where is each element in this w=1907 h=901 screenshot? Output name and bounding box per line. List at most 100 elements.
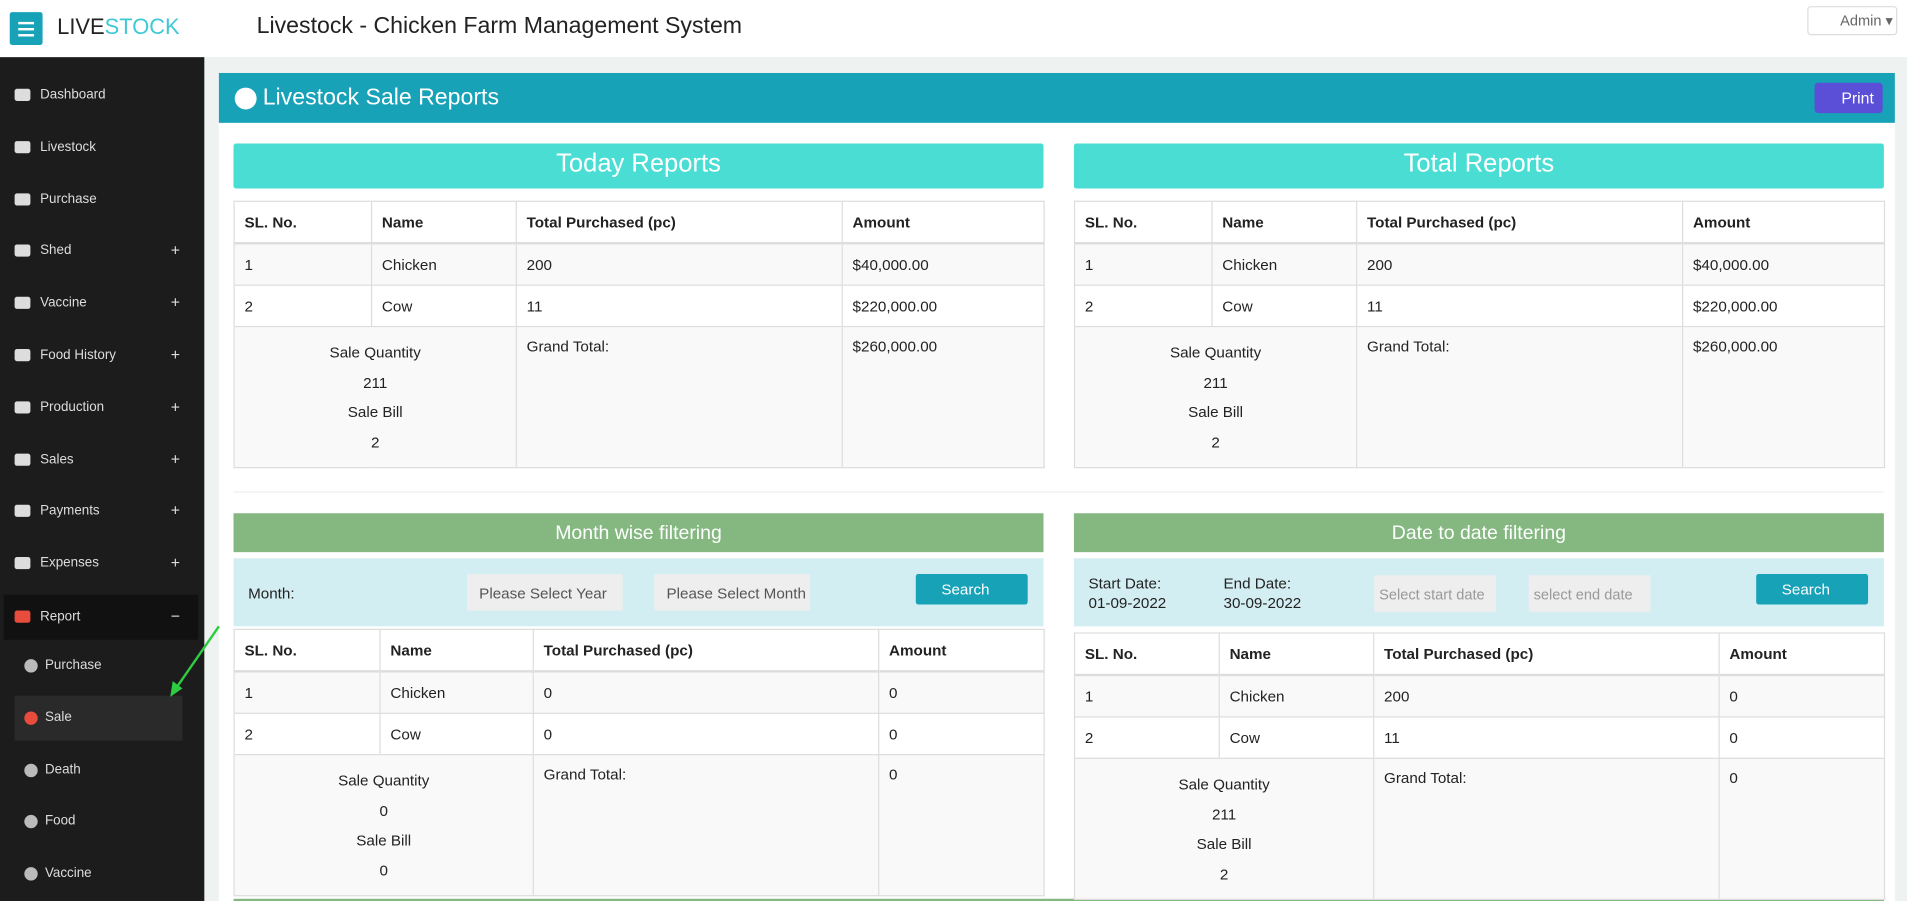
summary-text: 2 — [1211, 433, 1220, 451]
summary-text: Sale Bill — [1196, 835, 1252, 853]
month-select[interactable]: Please Select Month — [654, 574, 810, 611]
nav-item[interactable]: Food History + — [4, 333, 199, 378]
grand-total-label: Grand Total: — [1373, 757, 1720, 900]
nav-label: Production — [40, 399, 105, 415]
column-header: Amount — [1718, 632, 1886, 677]
table-cell: 0 — [532, 670, 880, 714]
table-row: 2 Cow 11 $220,000.00 — [1073, 284, 1886, 328]
table-cell: 0 — [1718, 674, 1886, 718]
header-row: SL. No. Name Total Purchased (pc) Amount — [1073, 200, 1886, 245]
column-header: Total Purchased (pc) — [532, 628, 880, 673]
table-cell: 1 — [233, 242, 373, 286]
column-header: Total Purchased (pc) — [1373, 632, 1720, 677]
end-input[interactable]: select end date — [1528, 575, 1651, 612]
summary-row: Sale Quantity 211 Sale Bill 2 Grand Total: $2… — [1073, 325, 1886, 469]
search-button[interactable]: Search — [1756, 574, 1869, 605]
summary-cell: Sale Quantity 211 Sale Bill 2 — [1073, 325, 1358, 469]
filter-row: Start Date: 01-09-2022 End Date: 30-09-2… — [1073, 558, 1884, 627]
brand[interactable]: LIVESTOCK — [57, 15, 179, 41]
summary-text: Sale Bill — [356, 831, 412, 849]
column-header: Total Purchased (pc) — [1356, 200, 1684, 245]
divider — [233, 491, 1884, 493]
app-title: Livestock - Chicken Farm Management Syst… — [256, 13, 743, 39]
summary-text: Sale Quantity — [1178, 775, 1270, 793]
summary-cell: Sale Quantity 211 Sale Bill 2 — [233, 325, 517, 469]
nav-item[interactable]: Livestock — [4, 125, 199, 170]
nav-icon — [14, 401, 31, 414]
summary-cell: Sale Quantity 0 Sale Bill 0 — [233, 754, 534, 897]
column-header: SL. No. — [1073, 632, 1220, 677]
nav-toggle: + — [170, 553, 180, 572]
column-header: SL. No. — [233, 200, 373, 245]
header-row: SL. No. Name Total Purchased (pc) Amount — [1073, 632, 1886, 677]
grand-total-value: 0 — [878, 754, 1045, 897]
table-cell: 11 — [515, 284, 843, 328]
print-button[interactable]: Print — [1814, 82, 1883, 114]
nav-item[interactable]: Shed + — [4, 229, 199, 274]
next-section-edge — [233, 898, 1884, 901]
report-table: SL. No. Name Total Purchased (pc) Amount 1 Ch… — [1073, 632, 1886, 900]
nav-item[interactable]: Payments + — [4, 489, 199, 534]
table-row: 1 Chicken 200 $40,000.00 — [1073, 242, 1886, 286]
nav-item[interactable]: Purchase — [4, 177, 199, 222]
table-cell: 1 — [233, 670, 381, 714]
summary-text: 0 — [379, 861, 388, 879]
nav-label: Food History — [40, 347, 116, 363]
column-header: Name — [379, 628, 534, 673]
subnav-item[interactable]: Food — [15, 800, 183, 845]
nav-item[interactable]: Sales + — [4, 437, 199, 482]
subnav-item[interactable]: Purchase — [15, 643, 183, 688]
nav-icon — [14, 296, 31, 310]
nav-item[interactable]: Production + — [4, 385, 199, 430]
nav-item[interactable]: Dashboard — [4, 73, 199, 118]
section-title: Date to date filtering — [1073, 513, 1884, 553]
table-cell: Chicken — [1211, 242, 1358, 286]
grand-total-label: Grand Total: — [532, 754, 880, 897]
nav-item[interactable]: Vaccine + — [4, 281, 199, 326]
table-cell: 1 — [1073, 242, 1213, 286]
panel-title: Livestock Sale Reports — [262, 85, 500, 111]
subnav-item[interactable]: Death — [15, 747, 183, 792]
summary-text: 211 — [1203, 373, 1228, 392]
section-title: Month wise filtering — [233, 513, 1044, 553]
summary-text: Sale Quantity — [1169, 344, 1262, 362]
search-button[interactable]: Search — [915, 574, 1028, 605]
subnav-item[interactable]: Sale — [14, 695, 183, 741]
table-cell: Cow — [379, 712, 534, 756]
brand-left: LIVE — [57, 14, 105, 39]
subnav-icon — [24, 763, 38, 777]
nav-toggle: + — [170, 501, 180, 520]
summary-text: Sale Bill — [347, 403, 403, 421]
column-header: Amount — [1682, 200, 1886, 245]
table-row: 2 Cow 0 0 — [233, 712, 1045, 756]
table-cell: 200 — [515, 242, 843, 286]
subnav-label: Purchase — [44, 657, 102, 673]
nav-icon — [14, 505, 31, 518]
end-label: End Date: — [1223, 575, 1292, 593]
nav-item[interactable]: Expenses + — [4, 541, 199, 586]
panel-header: Livestock Sale Reports Print — [218, 72, 1895, 123]
column-header: Total Purchased (pc) — [515, 200, 843, 245]
menu-toggle[interactable] — [9, 12, 43, 45]
summary-text: 2 — [370, 433, 380, 451]
nav-label: Vaccine — [40, 295, 87, 311]
report-table: SL. No. Name Total Purchased (pc) Amount 1 Ch… — [1073, 200, 1886, 469]
summary-text: Sale Bill — [1188, 403, 1244, 421]
subnav-item[interactable]: Vaccine — [15, 852, 183, 897]
year-select[interactable]: Please Select Year — [467, 574, 623, 611]
column-header: Name — [1211, 200, 1358, 245]
start-input[interactable]: Select start date — [1374, 575, 1496, 612]
nav-item[interactable]: Report − — [3, 594, 199, 640]
subnav-icon — [24, 815, 38, 829]
nav-icon — [14, 557, 31, 570]
table-cell: 2 — [1073, 284, 1213, 328]
pie-icon — [234, 87, 257, 110]
nav-toggle: + — [170, 397, 180, 416]
user-name: Admin — [1840, 12, 1882, 30]
user-menu[interactable]: Admin ▾ — [1807, 6, 1898, 36]
grand-total-value: $260,000.00 — [1682, 325, 1886, 469]
brand-right: STOCK — [104, 14, 180, 39]
nav-icon — [14, 349, 31, 362]
